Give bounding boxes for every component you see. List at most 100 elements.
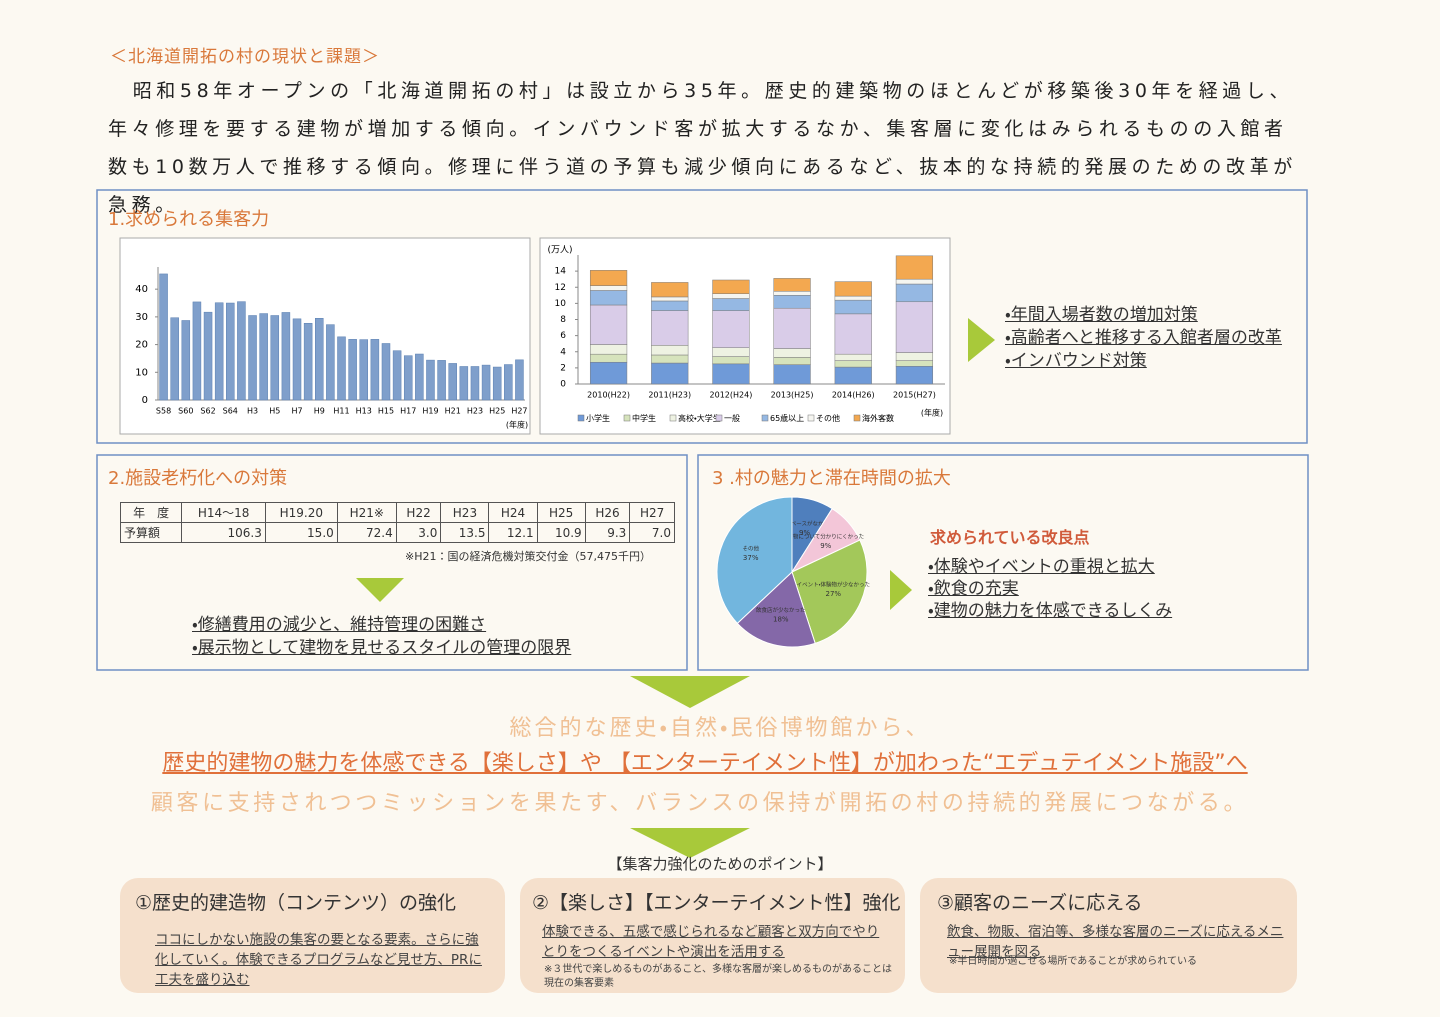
bar-segment bbox=[651, 296, 689, 302]
bar-segment bbox=[895, 283, 934, 303]
legend-swatch bbox=[761, 414, 769, 422]
x-tick-label: H3 bbox=[247, 407, 258, 416]
bar-segment bbox=[773, 364, 811, 385]
y-tick-label: 0 bbox=[142, 395, 148, 406]
bullet: ・修繕費用の減少と、維持管理の困難さ bbox=[192, 615, 487, 635]
bar-segment bbox=[834, 295, 872, 301]
conclusion: 顧客に支持されつつミッションを果たす、バランスの保持が開拓の村の持続的発展につな… bbox=[150, 791, 1250, 816]
page-title: ＜北海道開拓の村の現状と課題＞ bbox=[110, 47, 380, 67]
table-cell: H22 bbox=[395, 502, 442, 523]
bar-segment bbox=[651, 310, 689, 346]
bar bbox=[515, 359, 524, 401]
y-tick-label: 30 bbox=[135, 312, 148, 323]
y-tick-label: 10 bbox=[555, 299, 567, 309]
table-cell: 15.0 bbox=[264, 522, 338, 543]
x-tick-label: S60 bbox=[178, 407, 193, 416]
section3-frame bbox=[697, 454, 1309, 671]
bar bbox=[492, 366, 502, 401]
bar bbox=[181, 320, 191, 401]
table-cell: H24 bbox=[488, 502, 538, 523]
y-tick-label: 10 bbox=[135, 367, 148, 378]
bar bbox=[504, 364, 513, 401]
section2-frame bbox=[96, 454, 688, 671]
table-cell: 12.1 bbox=[488, 522, 538, 543]
table-cell: 13.5 bbox=[440, 522, 490, 543]
x-tick-label: H7 bbox=[291, 407, 302, 416]
x-tick-label: S62 bbox=[200, 407, 215, 416]
y-tick-label: 12 bbox=[555, 283, 566, 293]
points-title: 【集客力強化のためのポイント】 bbox=[607, 855, 833, 873]
intro: 昭和58年オープンの「北海道開拓の村」は設立から35年。歴史的建築物のほとんどが… bbox=[108, 80, 1297, 216]
slice-value: 37% bbox=[743, 554, 759, 562]
x-tick-label: 2012(H24) bbox=[710, 391, 753, 400]
legend-label: 65歳以上 bbox=[770, 413, 804, 423]
slice-value: 9% bbox=[820, 542, 831, 550]
bullet: ・年間入場者数の増加対策 bbox=[1005, 305, 1198, 325]
bar-segment bbox=[773, 348, 811, 358]
bar-segment bbox=[589, 304, 628, 345]
budget-table: 年 度 H14〜18 H19.20 H21※ H22 H23 H24 H25 H26 H27 予算額… bbox=[119, 502, 675, 543]
bar bbox=[226, 302, 235, 401]
legend-swatch bbox=[623, 414, 631, 422]
x-tick-label: H15 bbox=[378, 407, 394, 416]
bar-segment bbox=[773, 291, 811, 296]
bar-segment bbox=[895, 352, 934, 361]
bar-segment bbox=[589, 285, 628, 291]
point-body: ココにしかない施設の集客の要となる要素。さらに強化していく。体験できるプログラム… bbox=[155, 932, 482, 988]
bar-segment bbox=[712, 279, 750, 294]
arrow bbox=[630, 676, 750, 708]
bar-segment bbox=[712, 298, 750, 311]
bar-segment bbox=[895, 255, 934, 280]
bar-segment bbox=[651, 354, 689, 364]
x-tick-label: H9 bbox=[314, 407, 325, 416]
slice-value: 18% bbox=[773, 616, 789, 624]
table-cell: 3.0 bbox=[395, 522, 442, 543]
legend-swatch bbox=[715, 414, 723, 422]
bar bbox=[192, 301, 202, 401]
x-tick-label: S58 bbox=[156, 407, 171, 416]
bar bbox=[281, 312, 291, 401]
legend-label: その他 bbox=[816, 413, 840, 423]
table-row: 年 度 H14〜18 H19.20 H21※ H22 H23 H24 H25 H26 H27 bbox=[119, 502, 675, 523]
bar bbox=[259, 313, 268, 401]
bar bbox=[426, 359, 435, 401]
subtitle: 求められている改良点 bbox=[930, 528, 1090, 547]
bullet: ・高齢者へと推移する入館者層の改革 bbox=[1005, 328, 1282, 348]
bar-segment bbox=[834, 360, 872, 368]
bar bbox=[315, 318, 324, 401]
bar-segment bbox=[589, 344, 628, 355]
table-cell: H25 bbox=[536, 502, 586, 523]
table-cell: 106.3 bbox=[181, 522, 266, 543]
bullet: ・建物の魅力を体感できるしくみ bbox=[928, 601, 1173, 621]
x-tick-label: 2013(H25) bbox=[771, 391, 814, 400]
bar bbox=[459, 366, 469, 401]
table-cell: H19.20 bbox=[264, 502, 338, 523]
bar-segment bbox=[773, 357, 811, 365]
bar bbox=[248, 315, 257, 401]
bar bbox=[292, 318, 302, 401]
bar-segment bbox=[651, 282, 689, 298]
pie-slice bbox=[791, 539, 868, 644]
table-cell: 予算額 bbox=[119, 522, 183, 543]
bullet: ・インバウンド対策 bbox=[1005, 351, 1147, 371]
slice-label: イベント・体験物が少なかった bbox=[797, 580, 870, 588]
table-cell: H23 bbox=[440, 502, 490, 523]
x-tick-label: H27 bbox=[511, 407, 527, 416]
bullet: ・飲食の充実 bbox=[928, 579, 1019, 599]
conclusion: 総合的な歴史・自然・民俗博物館から、 bbox=[509, 716, 931, 741]
section1-frame bbox=[96, 189, 1308, 444]
section-title: 1.求められる集客力 bbox=[108, 209, 270, 230]
bar bbox=[359, 339, 368, 401]
legend-swatch bbox=[577, 414, 585, 422]
bar-segment bbox=[834, 353, 872, 361]
slice-label: その他 bbox=[742, 545, 759, 553]
bullet: ・展示物として建物を見せるスタイルの管理の限界 bbox=[192, 638, 572, 658]
arrow bbox=[890, 570, 912, 610]
arrow bbox=[356, 578, 404, 602]
bar-segment bbox=[895, 360, 934, 367]
table-cell: H26 bbox=[584, 502, 631, 523]
x-tick-label: H11 bbox=[333, 407, 349, 416]
bar bbox=[203, 311, 213, 401]
y-tick-label: 0 bbox=[560, 380, 566, 390]
x-tick-label: S64 bbox=[223, 407, 238, 416]
